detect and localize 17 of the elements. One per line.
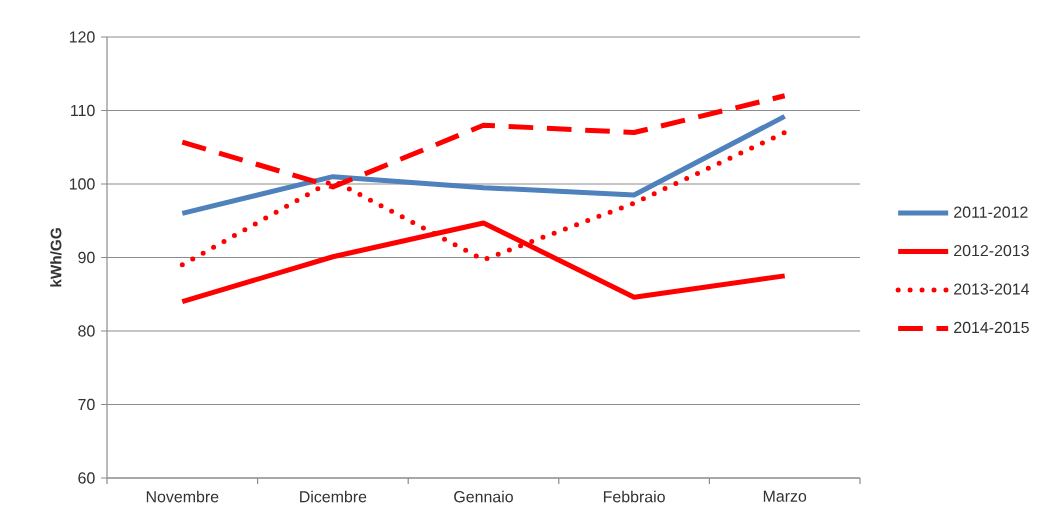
legend-label: 2011-2012 (954, 206, 1028, 218)
x-tick-label: Gennaio (454, 490, 513, 503)
y-tick-label: 60 (78, 472, 95, 484)
y-tick-label: 110 (71, 104, 95, 117)
x-tick-label: Dicembre (300, 490, 367, 503)
legend-label: 2014-2015 (954, 321, 1029, 334)
y-axis-title: kWh/GG (50, 228, 62, 287)
y-tick-label: 80 (78, 325, 95, 337)
y-tick-label: 100 (69, 178, 95, 190)
x-tick-label: Marzo (763, 490, 807, 502)
x-tick-label: Febbraio (603, 490, 665, 503)
x-tick-label: Novembre (146, 490, 219, 503)
y-tick-label: 120 (69, 31, 95, 43)
y-tick-label: 90 (78, 251, 95, 264)
legend-label: 2012-2013 (954, 244, 1029, 257)
legend-label: 2013-2014 (954, 283, 1030, 295)
y-tick-label: 70 (78, 398, 95, 411)
